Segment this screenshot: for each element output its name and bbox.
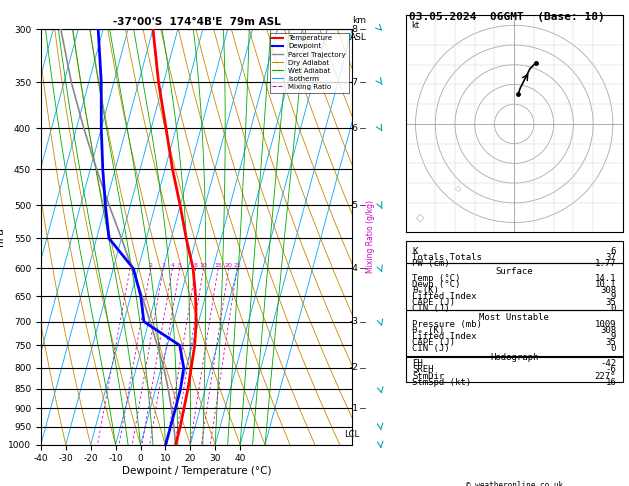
Text: Dewp (°C): Dewp (°C) — [412, 280, 460, 289]
Bar — [406, 263, 623, 310]
Text: StmDir: StmDir — [412, 372, 445, 381]
Text: © weatheronline.co.uk: © weatheronline.co.uk — [465, 481, 563, 486]
Text: StmSpd (kt): StmSpd (kt) — [412, 378, 471, 387]
Text: 4: 4 — [170, 263, 174, 268]
Text: -1: -1 — [350, 404, 359, 413]
Text: 0: 0 — [611, 304, 616, 313]
Text: -4: -4 — [350, 264, 359, 273]
Text: CAPE (J): CAPE (J) — [412, 298, 455, 307]
Text: Totals Totals: Totals Totals — [412, 253, 482, 262]
Text: 308: 308 — [600, 286, 616, 295]
Text: 10: 10 — [199, 263, 208, 268]
Text: Hodograph: Hodograph — [490, 353, 538, 362]
Text: -6: -6 — [350, 124, 359, 133]
Text: 1: 1 — [128, 263, 132, 268]
Text: 14.1: 14.1 — [594, 274, 616, 283]
Text: CIN (J): CIN (J) — [412, 344, 450, 353]
Text: 227°: 227° — [594, 372, 616, 381]
Y-axis label: hPa: hPa — [0, 227, 6, 246]
Text: 35: 35 — [606, 338, 616, 347]
Text: 8: 8 — [194, 263, 198, 268]
Text: 25: 25 — [233, 263, 241, 268]
Text: 2: 2 — [148, 263, 153, 268]
Text: Lifted Index: Lifted Index — [412, 292, 477, 301]
Text: K: K — [412, 247, 418, 256]
Text: 9: 9 — [611, 292, 616, 301]
Text: 03.05.2024  06GMT  (Base: 18): 03.05.2024 06GMT (Base: 18) — [409, 12, 604, 22]
Text: Lifted Index: Lifted Index — [412, 332, 477, 341]
Text: kt: kt — [411, 21, 420, 30]
Bar — [406, 357, 623, 382]
Text: -3: -3 — [350, 317, 359, 326]
Text: Pressure (mb): Pressure (mb) — [412, 320, 482, 329]
Text: -2: -2 — [350, 363, 359, 372]
Text: -5: -5 — [350, 201, 359, 210]
Text: 0: 0 — [611, 344, 616, 353]
Text: 35: 35 — [606, 298, 616, 307]
Text: Surface: Surface — [496, 267, 533, 276]
Text: ASL: ASL — [350, 34, 367, 42]
Text: -7: -7 — [350, 78, 359, 87]
Text: CAPE (J): CAPE (J) — [412, 338, 455, 347]
Bar — [406, 310, 623, 356]
Text: 1.77: 1.77 — [594, 259, 616, 268]
Text: EH: EH — [412, 359, 423, 368]
Text: 1009: 1009 — [594, 320, 616, 329]
Text: PW (cm): PW (cm) — [412, 259, 450, 268]
Text: ◇: ◇ — [416, 212, 424, 223]
Text: CIN (J): CIN (J) — [412, 304, 450, 313]
Text: ◇: ◇ — [455, 184, 462, 193]
Text: 9: 9 — [611, 332, 616, 341]
Text: 37: 37 — [606, 253, 616, 262]
Text: 15: 15 — [214, 263, 222, 268]
X-axis label: Dewpoint / Temperature (°C): Dewpoint / Temperature (°C) — [122, 466, 271, 476]
Text: 308: 308 — [600, 326, 616, 335]
Text: 16: 16 — [606, 378, 616, 387]
Legend: Temperature, Dewpoint, Parcel Trajectory, Dry Adiabat, Wet Adiabat, Isotherm, Mi: Temperature, Dewpoint, Parcel Trajectory… — [270, 33, 348, 93]
Text: 6: 6 — [611, 247, 616, 256]
Bar — [406, 241, 623, 263]
Text: -8: -8 — [350, 25, 359, 34]
Text: 10.1: 10.1 — [594, 280, 616, 289]
Text: Temp (°C): Temp (°C) — [412, 274, 460, 283]
Text: 5: 5 — [178, 263, 182, 268]
Text: 3: 3 — [161, 263, 165, 268]
Text: -42: -42 — [600, 359, 616, 368]
Text: km: km — [352, 16, 366, 25]
Text: Mixing Ratio (g/kg): Mixing Ratio (g/kg) — [367, 200, 376, 274]
Text: θₑ(K): θₑ(K) — [412, 286, 439, 295]
Text: -6: -6 — [606, 365, 616, 375]
Title: -37°00'S  174°4B'E  79m ASL: -37°00'S 174°4B'E 79m ASL — [113, 17, 281, 27]
Text: LCL: LCL — [343, 430, 359, 439]
Text: θₑ (K): θₑ (K) — [412, 326, 445, 335]
Text: 20: 20 — [225, 263, 233, 268]
Text: SREH: SREH — [412, 365, 434, 375]
Text: Most Unstable: Most Unstable — [479, 313, 549, 322]
